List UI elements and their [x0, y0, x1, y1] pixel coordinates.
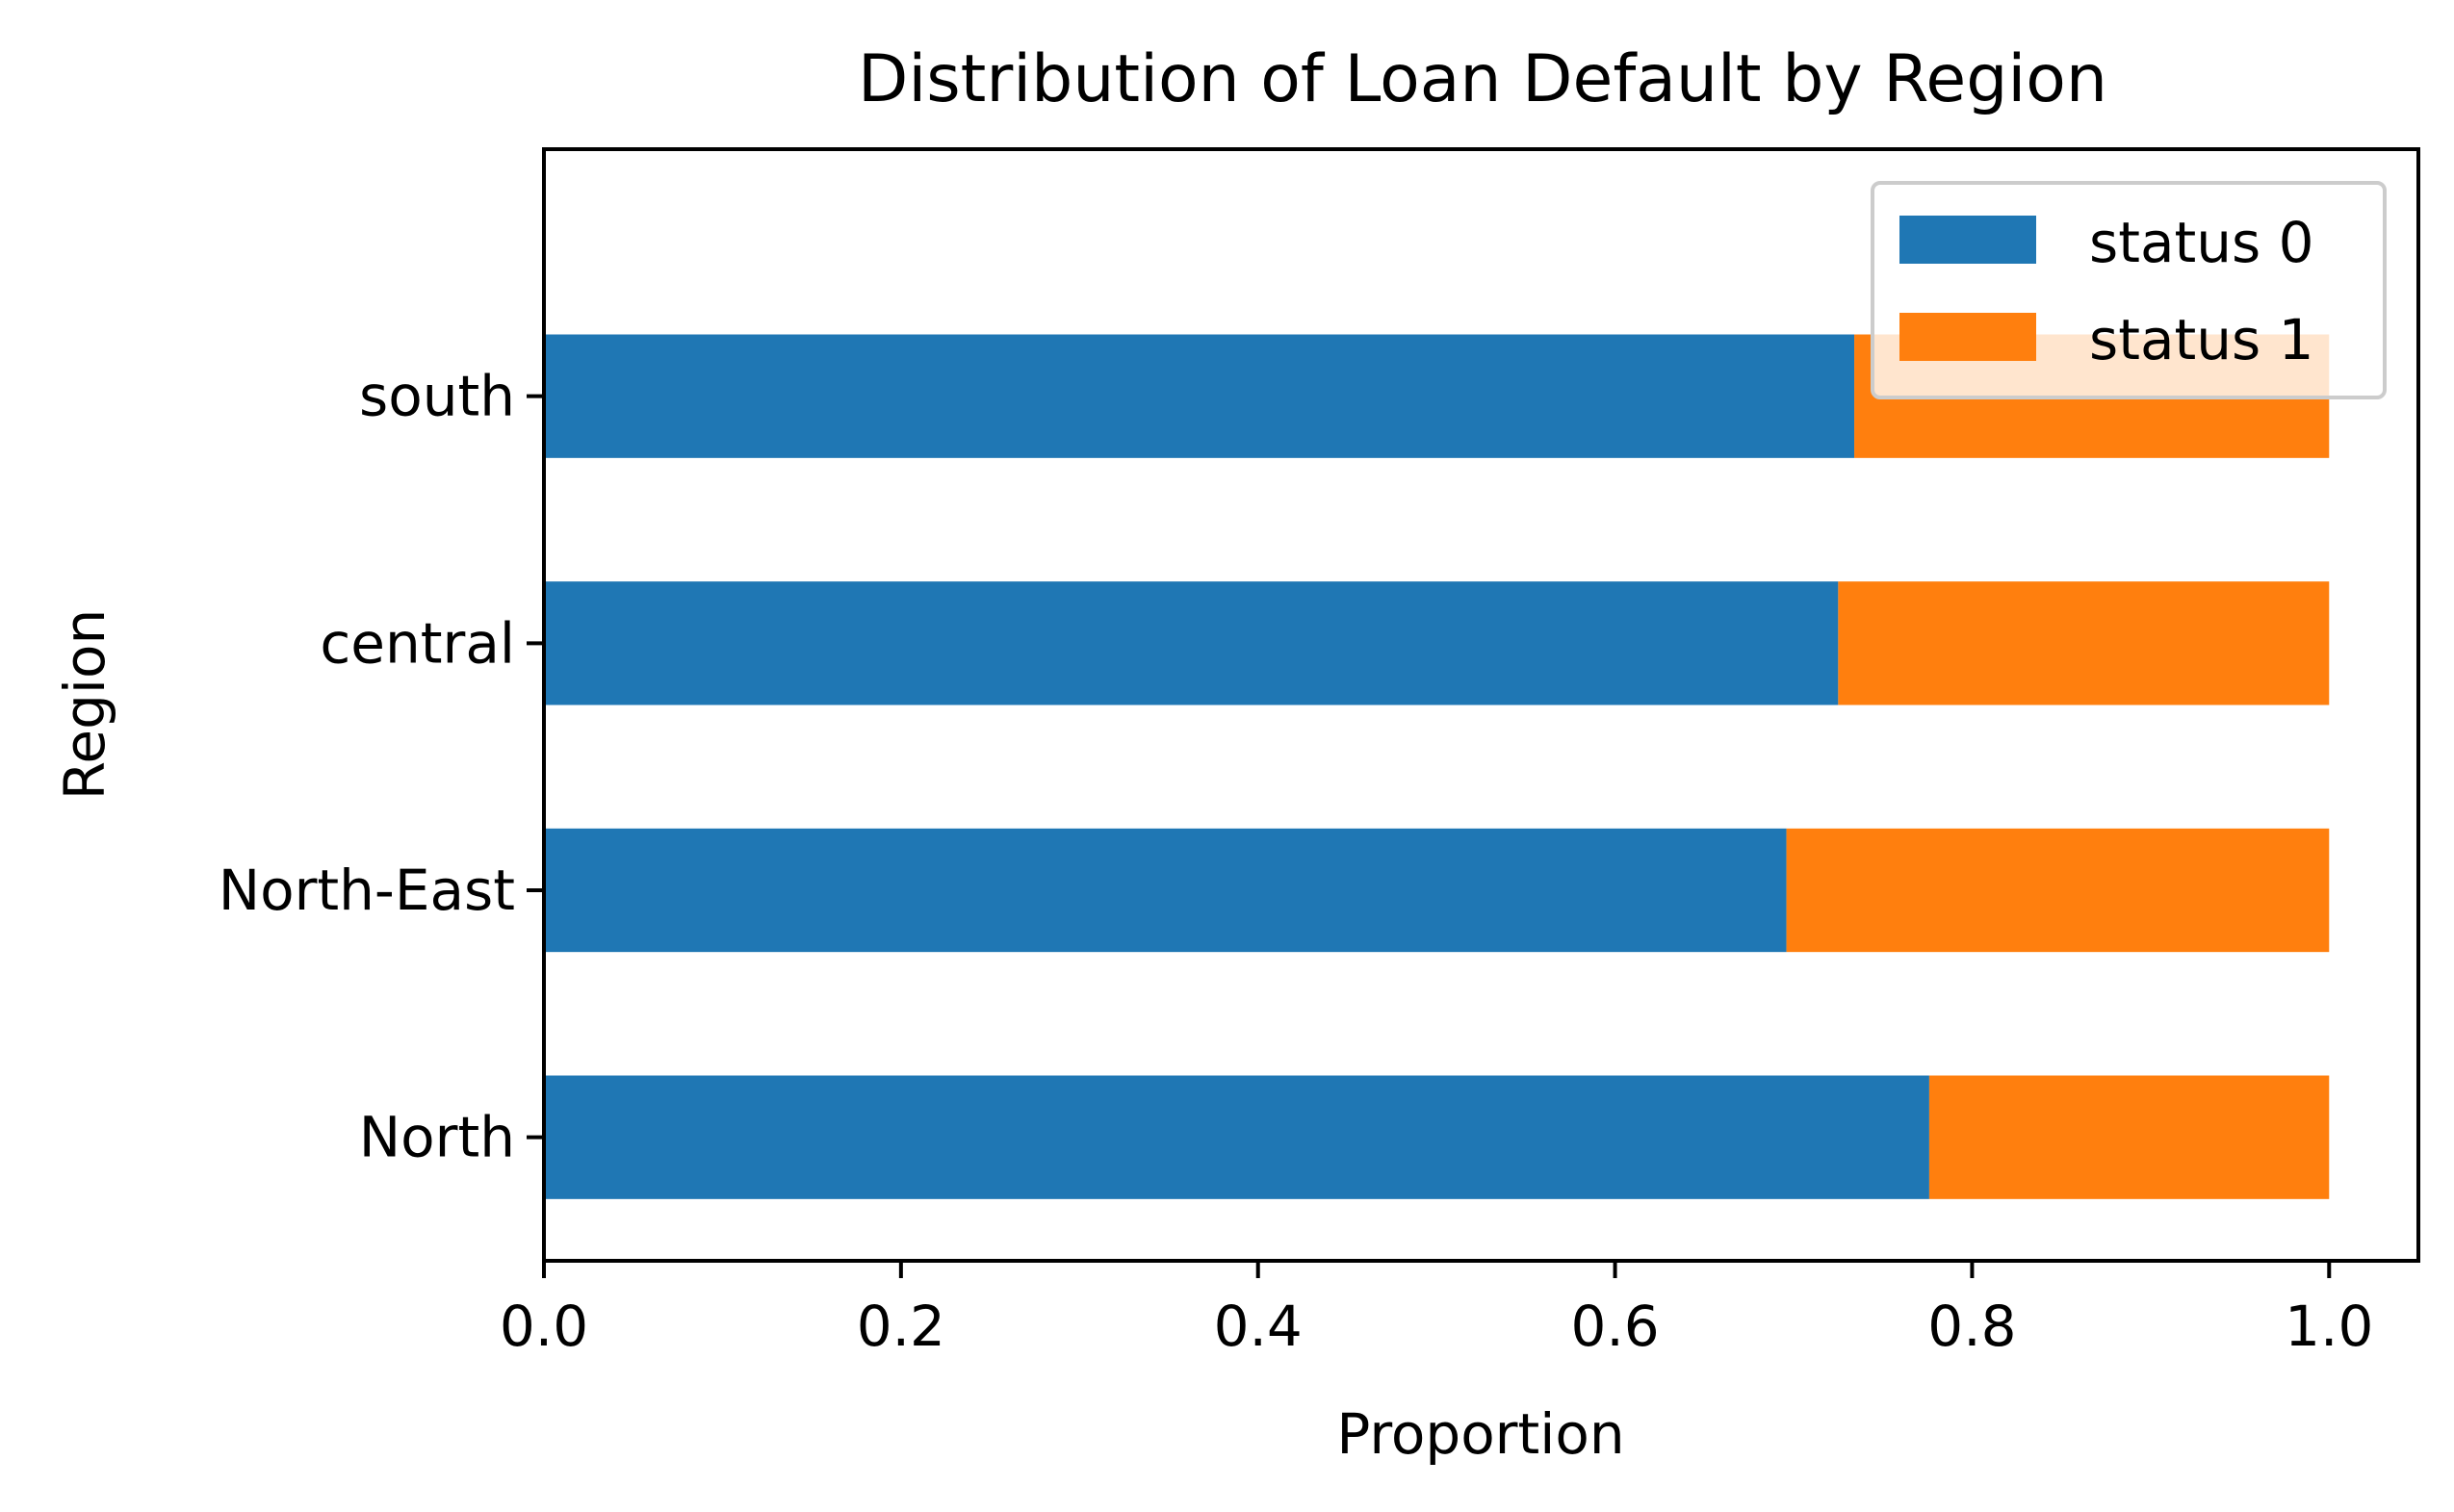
y-tick-label: North-East [219, 858, 515, 923]
x-tick-label: 1.0 [2285, 1294, 2373, 1359]
bar-north-east-series-0 [544, 828, 1787, 953]
x-tick-label: 0.2 [857, 1294, 945, 1359]
bar-central-series-1 [1838, 581, 2330, 705]
y-ticks: North North-East central south [219, 364, 544, 1170]
y-tick-label: central [320, 610, 515, 676]
bar-north-series-1 [1928, 1075, 2330, 1199]
bar-south-series-0 [544, 334, 1855, 458]
legend-swatch-1 [1899, 313, 2036, 361]
legend-label-0: status 0 [2089, 210, 2314, 275]
x-tick-label: 0.6 [1570, 1294, 1659, 1359]
plot-frame [542, 147, 2420, 1263]
x-tick-label: 0.4 [1214, 1294, 1303, 1359]
legend-swatch-0 [1899, 216, 2036, 264]
x-tick-label: 0.8 [1927, 1294, 2016, 1359]
x-tick-label: 0.0 [500, 1294, 588, 1359]
y-axis-label: Region [52, 609, 117, 801]
x-ticks: 0.0 0.2 0.4 0.6 0.8 1.0 [500, 1261, 2373, 1359]
y-tick-label: south [359, 364, 515, 429]
legend: status 0 status 1 [1871, 181, 2387, 399]
legend-label-1: status 1 [2089, 307, 2314, 372]
x-axis-label: Proportion [1336, 1401, 1624, 1467]
y-tick-label: North [359, 1105, 515, 1170]
chart-title: Distribution of Loan Default by Region [858, 41, 2107, 117]
bar-central-series-0 [544, 581, 1839, 705]
bar-north-east-series-1 [1786, 828, 2330, 953]
bar-north-series-0 [544, 1075, 1929, 1199]
